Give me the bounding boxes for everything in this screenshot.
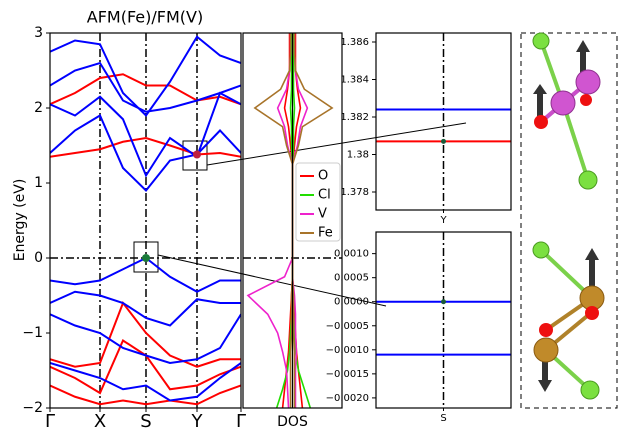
y-tick-label: −0.0005 xyxy=(326,321,369,332)
y-axis-label: Energy (eV) xyxy=(12,179,28,262)
dos-line xyxy=(248,33,293,408)
y-tick-label: −0.0015 xyxy=(326,369,369,380)
y-tick-label: −2 xyxy=(22,400,43,416)
y-tick-label: 2 xyxy=(34,100,43,116)
y-tick-label: −0.0010 xyxy=(326,345,369,356)
y-tick-label: 0.0005 xyxy=(334,273,369,284)
y-tick-label: 0.0000 xyxy=(334,297,369,308)
y-tick-label: −0.0020 xyxy=(326,393,369,404)
connector xyxy=(207,123,466,165)
x-tick-label: Γ xyxy=(236,411,246,430)
x-axis-label: DOS xyxy=(277,414,308,430)
y-tick-label: 1.386 xyxy=(340,37,369,48)
y-tick-label: 1.378 xyxy=(340,187,369,198)
crystal-structure xyxy=(521,33,617,408)
y-tick-label: 3 xyxy=(34,25,43,41)
x-tick-label: Γ xyxy=(45,411,55,430)
highlight-point xyxy=(441,139,446,144)
x-tick-label: S xyxy=(140,411,151,430)
x-tick-label: S xyxy=(440,413,446,424)
chart-title: AFM(Fe)/FM(V) xyxy=(87,8,203,27)
legend-label: V xyxy=(318,207,327,222)
page: AFM(Fe)/FM(V)Energy (eV)3210−1−2ΓXSYΓOCl… xyxy=(0,0,622,430)
y-tick-label: 1.384 xyxy=(340,75,369,86)
highlight-point xyxy=(193,151,201,159)
highlight-point xyxy=(142,254,150,262)
y-tick-label: −1 xyxy=(22,325,43,341)
legend-label: O xyxy=(318,169,328,184)
y-tick-label: 1 xyxy=(34,175,43,191)
y-tick-label: 0 xyxy=(34,250,43,266)
y-tick-label: 0.0010 xyxy=(334,249,369,260)
x-tick-label: X xyxy=(94,411,106,430)
x-tick-label: Y xyxy=(439,215,447,226)
x-tick-label: Y xyxy=(191,411,204,430)
y-tick-label: 1.382 xyxy=(340,112,369,123)
legend-label: Cl xyxy=(318,188,331,203)
y-tick-label: 1.38 xyxy=(347,150,369,161)
highlight-point xyxy=(441,299,446,304)
legend-label: Fe xyxy=(318,226,333,241)
figure: AFM(Fe)/FM(V)Energy (eV)3210−1−2ΓXSYΓOCl… xyxy=(0,0,622,430)
